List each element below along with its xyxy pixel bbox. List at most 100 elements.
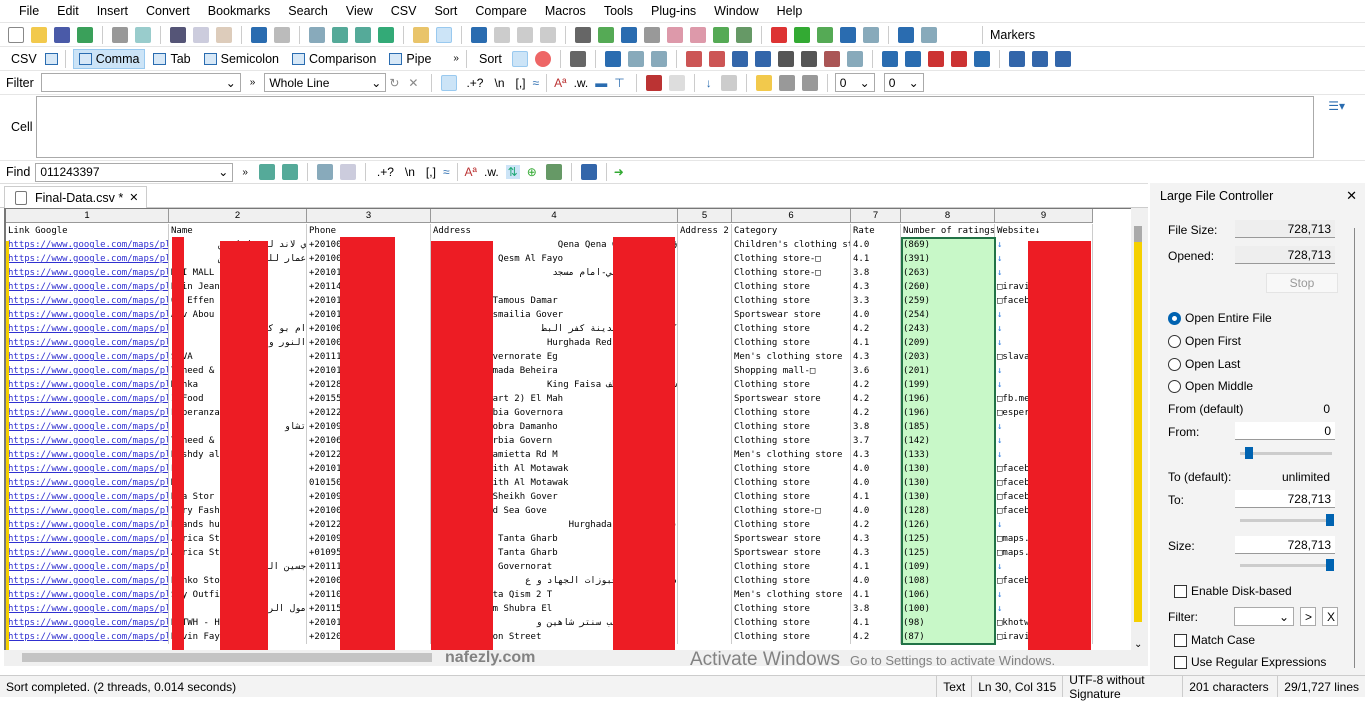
table-cell[interactable] bbox=[678, 518, 732, 532]
table-cell[interactable]: (243) bbox=[901, 322, 995, 336]
table-cell[interactable]: https://www.google.com/maps/plac bbox=[8, 406, 169, 420]
table-cell[interactable] bbox=[678, 448, 732, 462]
table-cell[interactable]: Africa Sto bbox=[169, 532, 307, 546]
menu-view[interactable]: View bbox=[345, 4, 373, 18]
table-cell[interactable]: 4.0 bbox=[851, 476, 901, 490]
table-row[interactable]: https://www.google.com/maps/plac Twheed &… bbox=[6, 434, 1093, 448]
table-cell[interactable] bbox=[678, 266, 732, 280]
snippets-icon[interactable] bbox=[644, 26, 660, 43]
table-cell[interactable]: https://www.google.com/maps/plac bbox=[8, 364, 169, 378]
checklist-icon[interactable] bbox=[713, 26, 729, 43]
table-cell[interactable]: 4.2 bbox=[851, 378, 901, 392]
table-cell[interactable]: Esperanza bbox=[169, 406, 307, 420]
table-cell[interactable]: (201) bbox=[901, 364, 995, 378]
mode-pipe[interactable]: Pipe bbox=[384, 50, 436, 68]
table-cell[interactable]: Africa Sto bbox=[169, 546, 307, 560]
table-cell[interactable]: Clothing store bbox=[732, 518, 851, 532]
table-row[interactable]: https://www.google.com/maps/plac Africa S… bbox=[6, 532, 1093, 546]
panel-scrollbar[interactable] bbox=[1354, 228, 1355, 668]
column-header[interactable]: Name bbox=[169, 224, 307, 238]
table-cell[interactable]: Sportswear store bbox=[732, 308, 851, 322]
table-cell[interactable]: +201222 bbox=[307, 448, 431, 462]
table-cell[interactable]: +201004 bbox=[307, 322, 431, 336]
table-cell[interactable]: +201099 bbox=[307, 532, 431, 546]
table-cell[interactable]: I Food bbox=[169, 392, 307, 406]
table-cell[interactable]: https://www.google.com/maps/plac bbox=[8, 420, 169, 434]
table-cell[interactable]: uk Kafr El-Sheikh Gover bbox=[431, 490, 678, 504]
close-tab-icon[interactable]: ✕ bbox=[129, 192, 139, 204]
table-cell[interactable]: Clothing store bbox=[732, 476, 851, 490]
table-row[interactable]: https://www.google.com/maps/plac Mshka +20… bbox=[6, 378, 1093, 392]
table-cell[interactable]: https://www.google.com/maps/plac bbox=[8, 476, 169, 490]
table-cell[interactable]: https://www.google.com/maps/plac bbox=[8, 434, 169, 448]
table-cell[interactable]: https://www.google.com/maps/plac bbox=[8, 378, 169, 392]
table-cell[interactable]: +201007 bbox=[307, 504, 431, 518]
stop-button[interactable]: Stop bbox=[1266, 273, 1338, 293]
table-cell[interactable]: +0109527 bbox=[307, 546, 431, 560]
tab-final-data[interactable]: Final-Data.csv * ✕ bbox=[4, 186, 148, 208]
table-cell[interactable] bbox=[678, 532, 732, 546]
table-cell[interactable]: Rushdy al ents bbox=[169, 448, 307, 462]
delete-col-icon[interactable] bbox=[950, 50, 967, 67]
table-cell[interactable]: https://www.google.com/maps/plac bbox=[8, 308, 169, 322]
table-cell[interactable]: Nia Stor bbox=[169, 490, 307, 504]
menu-edit[interactable]: Edit bbox=[57, 4, 79, 18]
table-cell[interactable]: ↓ bbox=[995, 378, 1093, 392]
table-row[interactable]: https://www.google.com/maps/placMy010150… bbox=[6, 476, 1093, 490]
column-number[interactable]: 2 bbox=[169, 209, 307, 222]
table-cell[interactable]: Sportswear store bbox=[732, 392, 851, 406]
refresh-icon[interactable]: ↻ bbox=[389, 75, 400, 90]
table-cell[interactable]: (196) bbox=[901, 406, 995, 420]
table-cell[interactable]: 4.1 bbox=[851, 560, 901, 574]
table-cell[interactable]: □khotwh bbox=[995, 616, 1093, 630]
table-cell[interactable]: Clothing store bbox=[732, 462, 851, 476]
table-cell[interactable]: 3.7 bbox=[851, 434, 901, 448]
menu-bookmarks[interactable]: Bookmarks bbox=[207, 4, 271, 18]
record-icon[interactable] bbox=[771, 26, 787, 43]
column-number[interactable]: 7 bbox=[851, 209, 901, 222]
to-input[interactable]: 728,713 bbox=[1235, 490, 1335, 508]
table-cell[interactable]: Children's clothing stor bbox=[732, 238, 851, 252]
table-cell[interactable]: (109) bbox=[901, 560, 995, 574]
columns-icon[interactable] bbox=[604, 50, 621, 67]
match-case-icon[interactable]: Aª bbox=[464, 165, 477, 179]
table-cell[interactable]: Clothing store bbox=[732, 378, 851, 392]
radio-open-entire-file[interactable]: Open Entire File bbox=[1168, 311, 1272, 325]
table-cell[interactable]: ↓ bbox=[995, 588, 1093, 602]
vertical-scrollbar[interactable]: ⌄ bbox=[1131, 208, 1148, 650]
table-cell[interactable] bbox=[678, 574, 732, 588]
no-sort-icon[interactable] bbox=[534, 50, 551, 67]
table-cell[interactable]: 4.1 bbox=[851, 616, 901, 630]
sort-num-icon[interactable] bbox=[731, 50, 748, 67]
table-cell[interactable]: (209) bbox=[901, 336, 995, 350]
table-row[interactable]: https://www.google.com/maps/plac مول الر +… bbox=[6, 602, 1093, 616]
copy-icon[interactable] bbox=[193, 26, 209, 43]
table-cell[interactable]: +201014 bbox=[307, 266, 431, 280]
table-cell[interactable]: (125) bbox=[901, 532, 995, 546]
filter-select[interactable]: ⌄ bbox=[1234, 607, 1294, 626]
table-cell[interactable]: Twheed & bbox=[169, 364, 307, 378]
table-cell[interactable]: (130) bbox=[901, 490, 995, 504]
table-cell[interactable] bbox=[678, 490, 732, 504]
table-cell[interactable]: جسين التج bbox=[169, 560, 307, 574]
escape-icon[interactable]: ≈ bbox=[442, 165, 450, 179]
table-cell[interactable]: Men's clothing store bbox=[732, 350, 851, 364]
table-cell[interactable] bbox=[678, 322, 732, 336]
table-cell[interactable]: ↓ bbox=[995, 420, 1093, 434]
regex-token[interactable]: .+? bbox=[466, 75, 484, 90]
newline-token[interactable]: \n bbox=[404, 165, 415, 179]
table-cell[interactable]: كفر البطيخ مدينة كفر البط bbox=[431, 322, 678, 336]
to-slider[interactable] bbox=[1240, 514, 1334, 526]
table-cell[interactable]: Clothing store bbox=[732, 322, 851, 336]
table-cell[interactable]: 4.2 bbox=[851, 406, 901, 420]
table-cell[interactable] bbox=[678, 238, 732, 252]
table-cell[interactable] bbox=[678, 476, 732, 490]
cut-icon[interactable] bbox=[170, 26, 186, 43]
table-cell[interactable]: +201006 bbox=[307, 252, 431, 266]
find-in-files-icon[interactable] bbox=[413, 26, 429, 43]
table-cell[interactable]: ↓ bbox=[995, 518, 1093, 532]
table-cell[interactable]: 4.3 bbox=[851, 448, 901, 462]
table-cell[interactable]: https://www.google.com/maps/plac bbox=[8, 630, 169, 644]
browser-icon[interactable] bbox=[621, 26, 637, 43]
status-mode[interactable]: Text bbox=[936, 676, 971, 697]
